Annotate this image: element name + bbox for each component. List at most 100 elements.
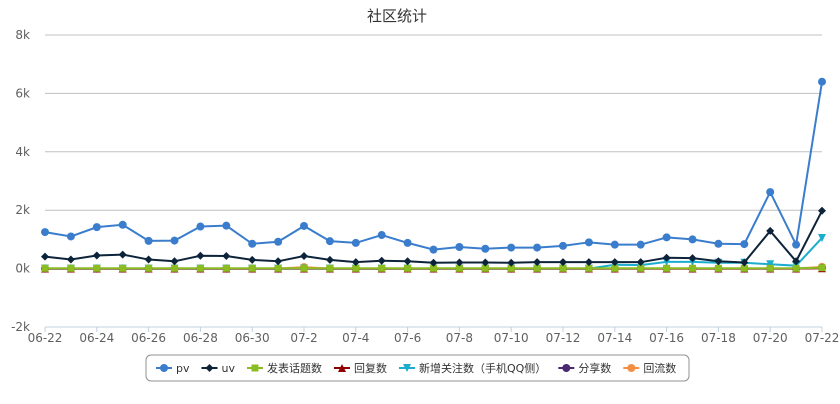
x-tick-label: 07-10 [494, 331, 529, 345]
chart-title: 社区统计 [367, 7, 427, 25]
x-tick-label: 07-12 [546, 331, 581, 345]
x-tick-label: 07-16 [649, 331, 684, 345]
data-point [455, 243, 463, 251]
legend-symbol [562, 364, 570, 372]
x-tick-label: 07-2 [290, 331, 317, 345]
data-point [740, 240, 748, 248]
series-line [45, 82, 822, 250]
data-point [378, 265, 385, 272]
x-tick-label: 06-22 [28, 331, 63, 345]
legend-label: 回流数 [643, 361, 676, 375]
data-point [326, 256, 334, 264]
data-point [663, 254, 671, 262]
data-point [301, 265, 308, 272]
y-tick-label: 6k [15, 86, 30, 100]
data-point [67, 232, 75, 240]
series-line [45, 211, 822, 263]
data-point [663, 233, 671, 241]
x-tick-label: 07-14 [597, 331, 632, 345]
legend-label: 回复数 [354, 361, 387, 375]
data-point [481, 245, 489, 253]
data-point [689, 235, 697, 243]
data-point [171, 265, 178, 272]
data-point [248, 256, 256, 264]
data-point [715, 265, 722, 272]
data-point [378, 231, 386, 239]
series-1 [41, 207, 826, 267]
data-point [404, 265, 411, 272]
data-point [274, 238, 282, 246]
data-point [793, 265, 800, 272]
data-point [378, 257, 386, 265]
data-point [145, 265, 152, 272]
data-point [196, 223, 204, 231]
x-tick-label: 07-22 [805, 331, 840, 345]
y-tick-label: 2k [15, 203, 30, 217]
gridlines [45, 35, 822, 327]
data-point [171, 237, 179, 245]
data-point [222, 252, 230, 260]
data-point [249, 265, 256, 272]
data-point [196, 252, 204, 260]
data-point [818, 207, 826, 215]
data-point [93, 251, 101, 259]
data-point [611, 241, 619, 249]
data-point [767, 265, 774, 272]
data-point [275, 265, 282, 272]
legend-label: 新增关注数（手机QQ侧） [419, 361, 546, 375]
data-point [223, 265, 230, 272]
x-tick-label: 07-4 [342, 331, 369, 345]
data-point [326, 237, 334, 245]
data-point [93, 223, 101, 231]
data-point [41, 253, 49, 261]
data-point [714, 240, 722, 248]
legend-label: 发表话题数 [267, 361, 322, 375]
data-point [404, 257, 412, 265]
data-point [352, 239, 360, 247]
series-0 [41, 78, 826, 254]
data-point [507, 244, 515, 252]
legend-symbol [627, 364, 635, 372]
data-point [119, 265, 126, 272]
data-point [533, 244, 541, 252]
x-tick-label: 07-6 [394, 331, 421, 345]
x-tick-label: 06-26 [131, 331, 166, 345]
y-tick-label: 0k [15, 262, 30, 276]
x-tick-label: 06-24 [79, 331, 114, 345]
legend-item[interactable]: 新增关注数（手机QQ侧） [399, 361, 546, 375]
data-point [41, 228, 49, 236]
data-point [585, 238, 593, 246]
data-point [248, 240, 256, 248]
data-point [42, 265, 49, 272]
data-point [274, 257, 282, 265]
x-tick-label: 07-18 [701, 331, 736, 345]
data-point [766, 188, 774, 196]
data-point [714, 257, 722, 265]
data-point [171, 257, 179, 265]
data-point [300, 252, 308, 260]
data-point [819, 264, 826, 271]
data-point [792, 241, 800, 249]
data-point [663, 265, 670, 272]
data-point [689, 265, 696, 272]
data-point [145, 256, 153, 264]
data-point [119, 221, 127, 229]
x-tick-label: 07-8 [446, 331, 473, 345]
data-point [818, 78, 826, 86]
x-tick-label: 06-28 [183, 331, 218, 345]
legend-label: pv [176, 362, 190, 375]
data-point [119, 251, 127, 259]
data-point [197, 265, 204, 272]
data-point [404, 239, 412, 247]
data-point [430, 246, 438, 254]
data-point [300, 222, 308, 230]
data-point [145, 237, 153, 245]
series-group [41, 78, 826, 273]
x-tick-label: 07-20 [753, 331, 788, 345]
y-tick-label: 4k [15, 145, 30, 159]
